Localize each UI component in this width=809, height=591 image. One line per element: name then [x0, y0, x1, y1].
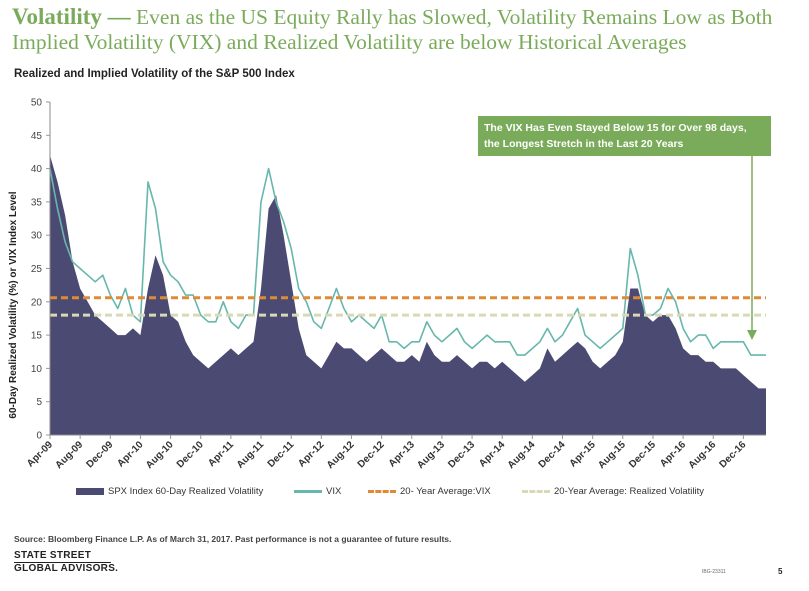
y-tick-label: 20 — [31, 297, 43, 308]
logo-line1: STATE STREET — [14, 550, 112, 563]
legend-item-vix: VIX — [294, 486, 341, 497]
y-tick-label: 40 — [31, 164, 43, 175]
source-note: Source: Bloomberg Finance L.P. As of Mar… — [14, 534, 452, 544]
legend-label-vix: VIX — [326, 486, 342, 497]
x-tick-label: Apr-12 — [296, 439, 326, 469]
legend-swatch-spx — [76, 488, 104, 495]
vix-annotation-callout: The VIX Has Even Stayed Below 15 for Ove… — [478, 116, 771, 156]
legend-label-spx: SPX Index 60-Day Realized Volatility — [108, 486, 264, 497]
x-tick-label: Apr-13 — [387, 439, 417, 469]
legend-swatch-vix — [294, 490, 322, 493]
x-tick-label: Aug-13 — [415, 439, 447, 471]
legend-label-rv-avg: 20-Year Average: Realized Volatility — [554, 486, 704, 497]
x-tick-label: Aug-12 — [325, 439, 357, 471]
x-tick-label: Aug-16 — [687, 439, 719, 471]
x-tick-label: Dec-13 — [446, 439, 477, 470]
callout-arrowhead — [747, 330, 757, 340]
x-tick-label: Aug-09 — [54, 439, 86, 471]
y-tick-label: 15 — [31, 331, 43, 342]
x-tick-label: Apr-16 — [658, 439, 688, 469]
x-tick-label: Dec-10 — [175, 439, 206, 470]
x-tick-label: Apr-11 — [206, 439, 236, 469]
x-tick-label: Apr-15 — [568, 439, 598, 469]
x-tick-label: Apr-14 — [477, 439, 507, 469]
header-lead: Volatility — — [12, 4, 131, 29]
page-number: 5 — [778, 567, 783, 576]
x-tick-label: Dec-16 — [718, 439, 749, 470]
document-id: IBG-23311 — [702, 569, 726, 575]
x-tick-label: Dec-11 — [266, 439, 297, 470]
y-tick-label: 35 — [31, 197, 43, 208]
legend-item-spx: SPX Index 60-Day Realized Volatility — [76, 486, 263, 497]
x-tick-label: Aug-15 — [596, 439, 628, 471]
legend-item-rv-avg: 20-Year Average: Realized Volatility — [522, 486, 704, 497]
x-tick-label: Apr-09 — [25, 439, 55, 469]
x-tick-label: Dec-15 — [627, 439, 658, 470]
y-tick-label: 25 — [31, 264, 43, 275]
legend-label-vix-avg: 20- Year Average:VIX — [400, 486, 491, 497]
chart-title: Realized and Implied Volatility of the S… — [14, 68, 295, 80]
state-street-logo: STATE STREET GLOBAL ADVISORS. — [14, 550, 118, 575]
x-tick-label: Apr-10 — [115, 439, 145, 469]
y-tick-label: 5 — [36, 397, 42, 408]
x-tick-label: Dec-14 — [537, 439, 568, 470]
y-axis-ticks: 0 5 10 15 20 25 30 35 40 45 50 — [31, 98, 50, 442]
logo-line2: GLOBAL ADVISORS. — [14, 563, 119, 574]
legend-swatch-rv-avg — [522, 490, 550, 493]
legend-swatch-vix-avg — [368, 490, 396, 493]
spx-realized-vol-area — [50, 155, 766, 436]
slide-header: Volatility — Even as the US Equity Rally… — [12, 4, 792, 55]
chart-legend: SPX Index 60-Day Realized Volatility VIX… — [76, 486, 776, 502]
x-tick-label: Aug-14 — [506, 439, 538, 471]
x-tick-label: Aug-10 — [144, 439, 176, 471]
x-tick-label: Dec-09 — [84, 439, 115, 470]
y-tick-label: 45 — [31, 131, 43, 142]
y-tick-label: 10 — [31, 364, 43, 375]
y-tick-label: 50 — [31, 98, 43, 109]
legend-item-vix-avg: 20- Year Average:VIX — [368, 486, 491, 497]
x-tick-label: Dec-12 — [356, 439, 387, 470]
header-text: Even as the US Equity Rally has Slowed, … — [12, 5, 773, 54]
y-tick-label: 0 — [36, 431, 42, 442]
x-tick-label: Aug-11 — [235, 439, 267, 471]
y-tick-label: 30 — [31, 231, 43, 242]
